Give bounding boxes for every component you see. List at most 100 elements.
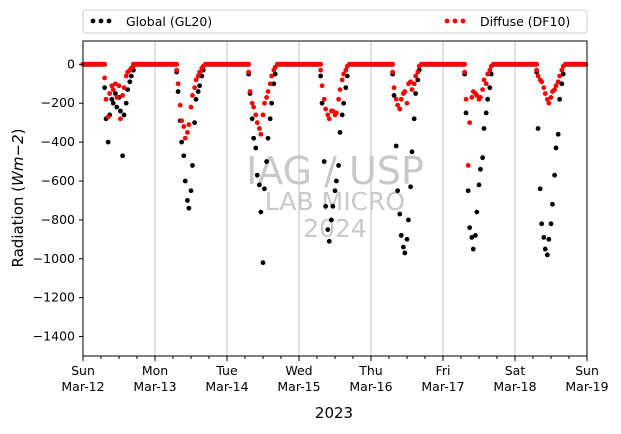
data-point xyxy=(411,81,417,87)
data-point xyxy=(271,81,277,87)
data-point xyxy=(534,67,539,73)
data-point xyxy=(262,186,267,192)
data-point xyxy=(177,102,183,108)
data-point xyxy=(318,73,323,79)
data-point xyxy=(557,73,563,79)
data-point xyxy=(190,93,195,98)
x-tick-date: Mar-15 xyxy=(277,379,320,394)
data-point xyxy=(415,77,421,83)
x-tick-date: Mar-17 xyxy=(421,379,464,394)
data-point xyxy=(197,83,203,89)
data-point xyxy=(539,79,545,85)
data-point xyxy=(318,67,323,73)
data-point xyxy=(393,96,399,102)
data-point xyxy=(200,63,206,69)
data-point xyxy=(463,96,469,102)
data-point xyxy=(408,184,413,190)
data-point xyxy=(102,85,107,91)
data-point xyxy=(337,87,343,93)
data-point xyxy=(118,108,123,114)
data-point xyxy=(408,79,413,85)
data-point xyxy=(545,252,550,258)
data-point xyxy=(395,188,401,194)
data-point xyxy=(123,73,129,79)
data-point xyxy=(397,106,403,112)
data-point xyxy=(326,116,332,122)
data-point xyxy=(336,96,341,102)
data-point xyxy=(487,67,493,73)
data-point xyxy=(114,104,120,110)
data-point xyxy=(401,244,406,250)
data-point xyxy=(550,201,555,207)
data-point xyxy=(398,96,404,102)
data-point xyxy=(258,209,264,215)
data-point xyxy=(325,112,331,118)
data-point xyxy=(465,163,471,168)
data-point xyxy=(260,260,266,266)
y-tick-label: −1200 xyxy=(33,290,75,305)
data-point xyxy=(118,116,123,122)
data-point xyxy=(265,89,271,94)
data-point xyxy=(267,116,273,122)
data-point xyxy=(325,227,331,233)
data-point xyxy=(181,124,187,129)
data-point xyxy=(336,163,341,168)
data-point xyxy=(102,75,107,81)
data-point xyxy=(548,94,554,100)
data-point xyxy=(559,67,565,73)
data-point xyxy=(535,126,541,131)
data-point xyxy=(182,135,188,141)
data-point xyxy=(131,63,136,69)
data-point xyxy=(251,104,257,110)
data-point xyxy=(546,236,552,242)
data-points xyxy=(80,61,588,266)
data-point xyxy=(552,172,557,178)
data-point xyxy=(265,135,271,141)
data-point xyxy=(415,69,421,75)
data-point xyxy=(120,93,125,98)
x-tick-date: Mar-13 xyxy=(133,379,176,394)
data-point xyxy=(553,145,559,151)
y-tick-label: −200 xyxy=(41,95,75,110)
legend-dot xyxy=(444,18,450,24)
data-point xyxy=(390,69,395,75)
data-point xyxy=(409,87,415,93)
data-point xyxy=(175,81,181,87)
data-point xyxy=(186,205,192,211)
data-point xyxy=(329,217,334,223)
data-point xyxy=(488,63,494,69)
data-point xyxy=(188,188,194,194)
data-point xyxy=(264,94,269,100)
data-point xyxy=(179,118,185,124)
x-tick-day: Sun xyxy=(575,363,599,378)
data-point xyxy=(193,77,199,83)
watermark-line-3: 2024 xyxy=(303,214,367,243)
data-point xyxy=(125,87,131,93)
series-1 xyxy=(80,61,588,168)
data-point xyxy=(123,100,129,106)
data-point xyxy=(272,71,278,77)
data-point xyxy=(269,100,275,106)
data-point xyxy=(113,91,118,96)
data-point xyxy=(488,71,494,77)
data-point xyxy=(416,63,422,69)
legend-label-global: Global (GL20) xyxy=(126,14,212,29)
data-point xyxy=(483,110,489,116)
data-point xyxy=(120,153,125,159)
data-point xyxy=(542,91,548,96)
data-point xyxy=(344,73,350,79)
data-point xyxy=(174,61,180,67)
data-point xyxy=(334,178,339,184)
data-point xyxy=(190,163,195,168)
data-point xyxy=(107,91,113,96)
y-axis-ticks: 0 −200 −400 −600 −800 −1000 −1200 −1400 xyxy=(33,56,83,344)
data-point xyxy=(321,159,327,164)
data-point xyxy=(476,182,482,188)
data-point xyxy=(174,67,180,73)
data-point xyxy=(404,100,410,106)
data-point xyxy=(481,77,487,83)
x-tick-date: Mar-14 xyxy=(205,379,248,394)
data-point xyxy=(251,135,257,141)
data-point xyxy=(478,166,483,172)
